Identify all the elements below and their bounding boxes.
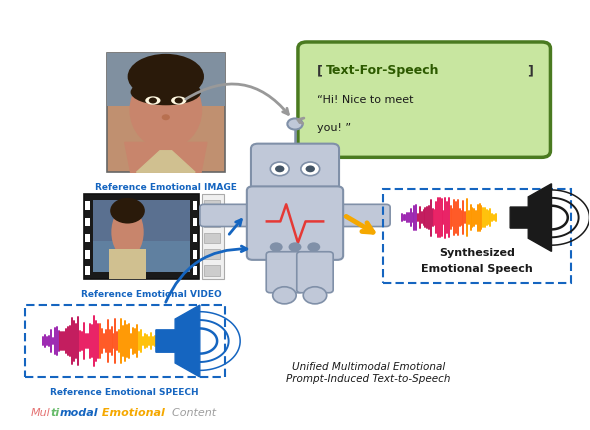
- FancyBboxPatch shape: [86, 201, 90, 210]
- Text: Reference Emotional IMAGE: Reference Emotional IMAGE: [95, 183, 237, 192]
- Ellipse shape: [149, 98, 157, 104]
- Polygon shape: [510, 184, 552, 252]
- Polygon shape: [136, 151, 195, 172]
- Ellipse shape: [129, 71, 202, 149]
- Polygon shape: [124, 142, 207, 172]
- Ellipse shape: [145, 96, 160, 104]
- FancyBboxPatch shape: [86, 234, 90, 243]
- FancyBboxPatch shape: [193, 250, 198, 258]
- FancyBboxPatch shape: [202, 194, 224, 279]
- Ellipse shape: [112, 206, 144, 258]
- Circle shape: [275, 166, 284, 172]
- Ellipse shape: [175, 98, 183, 104]
- Circle shape: [287, 118, 303, 129]
- Ellipse shape: [127, 54, 204, 99]
- Text: Unified Multimodal Emotional
Prompt-Induced Text-to-Speech: Unified Multimodal Emotional Prompt-Indu…: [286, 362, 451, 384]
- FancyBboxPatch shape: [204, 265, 219, 276]
- Circle shape: [303, 287, 327, 304]
- FancyBboxPatch shape: [333, 204, 390, 227]
- Circle shape: [307, 243, 320, 252]
- Text: “Hi! Nice to meet: “Hi! Nice to meet: [317, 95, 414, 104]
- Polygon shape: [156, 305, 200, 377]
- FancyBboxPatch shape: [204, 249, 219, 259]
- Ellipse shape: [130, 79, 201, 105]
- Circle shape: [273, 287, 296, 304]
- FancyBboxPatch shape: [204, 217, 219, 227]
- FancyBboxPatch shape: [200, 204, 257, 227]
- Ellipse shape: [162, 114, 170, 120]
- Text: Emotional: Emotional: [98, 408, 165, 418]
- FancyBboxPatch shape: [107, 52, 225, 172]
- FancyBboxPatch shape: [107, 52, 225, 107]
- FancyBboxPatch shape: [93, 200, 190, 241]
- Text: you! ”: you! ”: [317, 123, 352, 133]
- FancyBboxPatch shape: [109, 249, 146, 279]
- Circle shape: [306, 166, 315, 172]
- FancyBboxPatch shape: [86, 218, 90, 226]
- FancyBboxPatch shape: [86, 250, 90, 258]
- Text: Synthesized: Synthesized: [439, 248, 515, 258]
- Circle shape: [270, 162, 289, 176]
- FancyBboxPatch shape: [251, 144, 339, 194]
- FancyBboxPatch shape: [204, 233, 219, 243]
- FancyBboxPatch shape: [86, 266, 90, 275]
- FancyBboxPatch shape: [247, 186, 343, 260]
- FancyBboxPatch shape: [193, 234, 198, 243]
- Text: Reference Emotional SPEECH: Reference Emotional SPEECH: [50, 388, 199, 397]
- Ellipse shape: [171, 96, 186, 104]
- Text: [: [: [317, 64, 323, 77]
- Circle shape: [289, 243, 301, 252]
- Circle shape: [270, 243, 283, 252]
- Text: Reference Emotional VIDEO: Reference Emotional VIDEO: [81, 290, 222, 299]
- Text: ]: ]: [527, 64, 533, 77]
- FancyBboxPatch shape: [266, 252, 303, 293]
- Text: Text-For-Speech: Text-For-Speech: [326, 64, 440, 77]
- FancyBboxPatch shape: [298, 42, 550, 157]
- Text: ti: ti: [50, 408, 60, 418]
- FancyBboxPatch shape: [93, 200, 190, 272]
- Text: Mul: Mul: [31, 408, 51, 418]
- Text: Content: Content: [165, 408, 216, 418]
- FancyBboxPatch shape: [84, 194, 199, 279]
- FancyBboxPatch shape: [297, 252, 333, 293]
- Ellipse shape: [110, 198, 145, 224]
- FancyBboxPatch shape: [204, 200, 219, 211]
- Text: Emotional Speech: Emotional Speech: [421, 264, 533, 274]
- FancyBboxPatch shape: [193, 201, 198, 210]
- Circle shape: [301, 162, 320, 176]
- FancyBboxPatch shape: [193, 218, 198, 226]
- Text: modal: modal: [60, 408, 99, 418]
- FancyBboxPatch shape: [193, 266, 198, 275]
